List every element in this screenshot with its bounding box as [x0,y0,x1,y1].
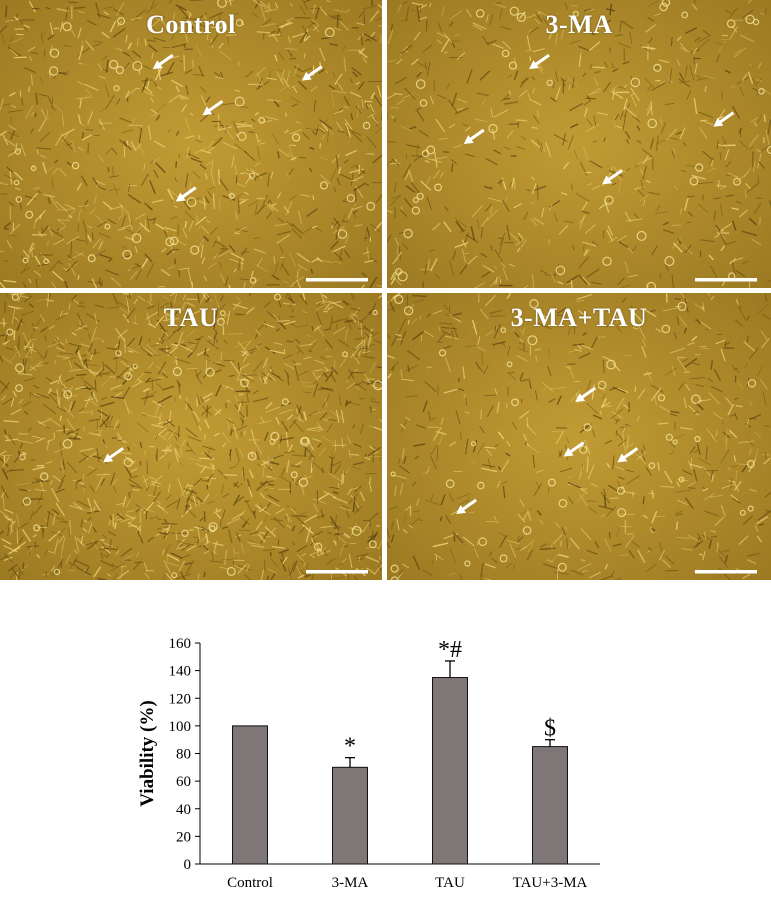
arrow-icon [301,65,323,81]
x-tick-label: Control [227,875,273,890]
x-tick-label: 3-MA [332,875,369,890]
scale-bar [695,570,757,574]
panel-label-3ma: 3-MA [545,10,613,39]
y-tick-label: 40 [176,802,191,818]
y-axis-label: Viability (%) [137,700,158,806]
significance-label: * [344,734,356,760]
viability-bar-chart: 0 20 40 60 80 100 120 140 160 Viability (%) Contro… [137,636,600,890]
y-tick-label: 0 [184,857,192,873]
micrograph-3ma: 3-MA [387,0,771,288]
micrograph-image [0,0,382,288]
arrow-icon [152,53,174,70]
y-tick-label: 60 [176,774,191,790]
cell-texture [0,0,382,288]
arrow-icon [529,53,550,70]
micrograph-tau: TAU [0,293,382,580]
arrow-icon [463,128,485,144]
micrograph-image [0,293,382,580]
cell-texture [387,293,771,580]
micrograph-control: Control [0,0,382,288]
y-tick-label: 160 [169,636,192,652]
panel-label-tau: TAU [163,303,219,332]
x-tick-label: TAU+3-MA [513,875,588,890]
arrow-icon [617,447,639,463]
y-tick-label: 120 [169,691,192,707]
cell-texture [0,293,382,580]
y-tick-label: 20 [176,829,191,845]
error-bar [545,739,555,747]
arrow-icon [713,111,735,127]
error-bar [345,756,355,768]
panel-label-control: Control [146,10,236,39]
y-tick-label: 140 [169,664,192,680]
cell-texture [387,0,771,288]
micrograph-3ma-tau: 3-MA+TAU [387,293,771,580]
bar-control [232,725,268,865]
scale-bar [306,570,368,574]
bar-tau [432,677,468,865]
arrow-icon [602,169,623,185]
significance-label: $ [544,716,556,742]
arrow-icon [202,99,224,116]
micrograph-image [387,0,771,288]
bar-tau-3-ma [532,746,568,865]
significance-label: *# [438,637,462,663]
arrow-icon [456,498,477,514]
bar-3-ma [332,766,368,865]
arrow-icon [575,386,597,403]
panel-label-3ma-tau: 3-MA+TAU [510,303,648,332]
y-tick-label: 100 [169,719,192,735]
x-tick-label: TAU [435,875,465,890]
error-bar [445,660,455,678]
arrow-icon [175,186,197,202]
arrow-icon [103,447,125,463]
scale-bar [695,278,757,282]
scale-bar [306,278,368,282]
arrow-icon [563,441,585,457]
y-tick-label: 80 [176,747,191,763]
micrograph-image [387,293,771,580]
